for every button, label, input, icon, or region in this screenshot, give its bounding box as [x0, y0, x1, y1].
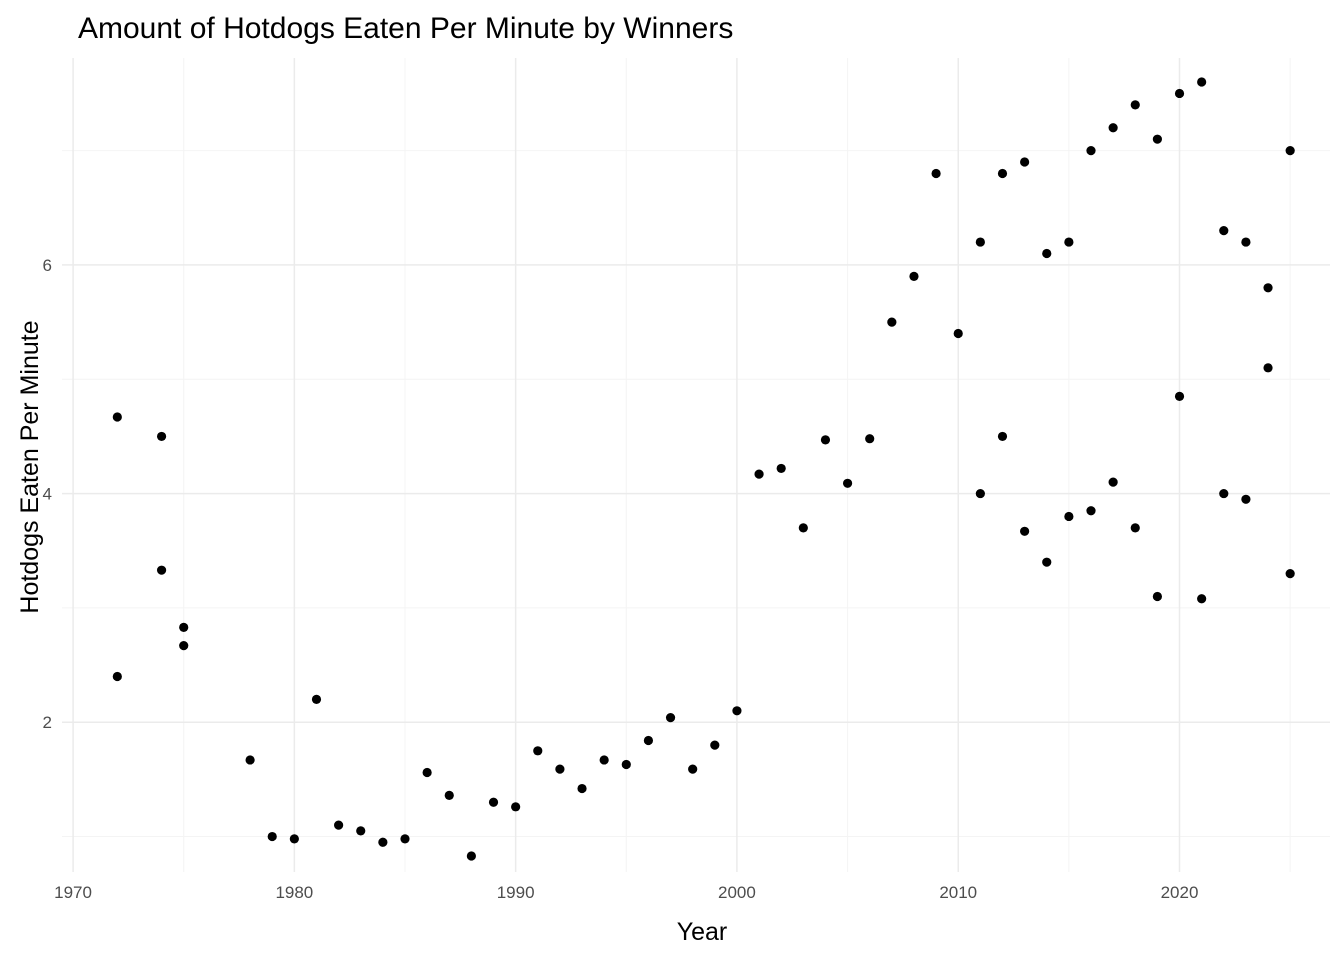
data-point	[1020, 526, 1030, 536]
data-point	[378, 837, 388, 847]
data-point	[1086, 506, 1096, 516]
data-point	[975, 488, 985, 499]
x-axis-tick-labels: 1970 1980 1990 2000 2010 2020	[54, 883, 1198, 902]
data-point	[643, 735, 654, 746]
data-point	[1197, 594, 1207, 604]
data-point	[1174, 88, 1185, 99]
data-point	[400, 834, 410, 844]
data-point	[488, 797, 499, 807]
data-point	[179, 641, 189, 651]
data-point	[179, 622, 189, 632]
y-tick-label: 4	[43, 485, 52, 504]
data-point	[311, 694, 322, 704]
data-point	[511, 802, 521, 812]
x-tick-label: 2010	[939, 883, 977, 902]
data-point	[820, 435, 831, 445]
data-point	[688, 764, 698, 774]
data-point	[1263, 363, 1273, 373]
data-point	[997, 431, 1008, 442]
data-point	[1042, 557, 1052, 567]
data-point	[444, 790, 454, 801]
x-tick-label: 2000	[718, 883, 756, 902]
data-point	[732, 706, 742, 716]
data-point	[1042, 248, 1052, 259]
data-point	[1130, 100, 1140, 110]
minor-gridlines	[62, 58, 1330, 872]
data-point	[334, 820, 344, 830]
data-point	[156, 431, 167, 442]
data-point	[577, 783, 587, 794]
x-tick-label: 2020	[1161, 883, 1199, 902]
data-point	[555, 764, 565, 774]
data-point	[1020, 157, 1030, 167]
data-point	[112, 671, 122, 682]
data-point	[1064, 237, 1074, 247]
data-point	[1174, 391, 1185, 402]
data-point	[1086, 146, 1096, 156]
data-point	[599, 755, 609, 765]
data-point	[909, 271, 919, 281]
data-point	[997, 168, 1008, 179]
data-point	[621, 759, 631, 770]
data-point	[422, 767, 432, 778]
y-axis-title: Hotdogs Eaten Per Minute	[16, 320, 44, 613]
data-point	[1152, 134, 1162, 144]
data-point	[665, 713, 676, 723]
data-point	[1108, 123, 1118, 133]
x-tick-label: 1980	[275, 883, 313, 902]
data-point	[865, 434, 875, 444]
data-point	[1219, 488, 1229, 499]
y-tick-label: 6	[43, 256, 52, 275]
data-point	[533, 746, 543, 756]
data-point	[1064, 511, 1074, 522]
data-point	[931, 168, 941, 179]
data-point	[1219, 226, 1229, 236]
data-point	[245, 755, 255, 765]
data-point	[466, 851, 476, 861]
data-point	[112, 412, 122, 422]
data-point	[776, 463, 786, 474]
data-points	[112, 77, 1295, 861]
major-gridlines	[62, 58, 1330, 872]
data-point	[975, 237, 985, 247]
data-point	[1108, 477, 1118, 487]
data-point	[887, 317, 897, 327]
data-point	[842, 478, 853, 488]
data-point	[356, 826, 366, 836]
data-point	[953, 328, 963, 339]
data-point	[710, 740, 720, 750]
data-point	[1241, 494, 1251, 504]
y-tick-label: 2	[43, 713, 52, 732]
data-point	[267, 831, 277, 842]
data-point	[1241, 237, 1251, 247]
data-point	[1152, 591, 1162, 602]
x-tick-label: 1970	[54, 883, 92, 902]
data-point	[1130, 523, 1140, 533]
data-point	[754, 469, 764, 479]
data-point	[798, 523, 808, 533]
x-axis-title: Year	[677, 918, 728, 946]
data-point	[1285, 569, 1295, 579]
chart-title: Amount of Hotdogs Eaten Per Minute by Wi…	[78, 12, 734, 45]
data-point	[156, 565, 167, 575]
data-point	[289, 834, 299, 844]
data-point	[1263, 283, 1273, 293]
x-tick-label: 1990	[497, 883, 535, 902]
data-point	[1197, 77, 1207, 87]
y-axis-tick-labels: 2 4 6	[43, 256, 52, 732]
data-point	[1285, 146, 1295, 156]
